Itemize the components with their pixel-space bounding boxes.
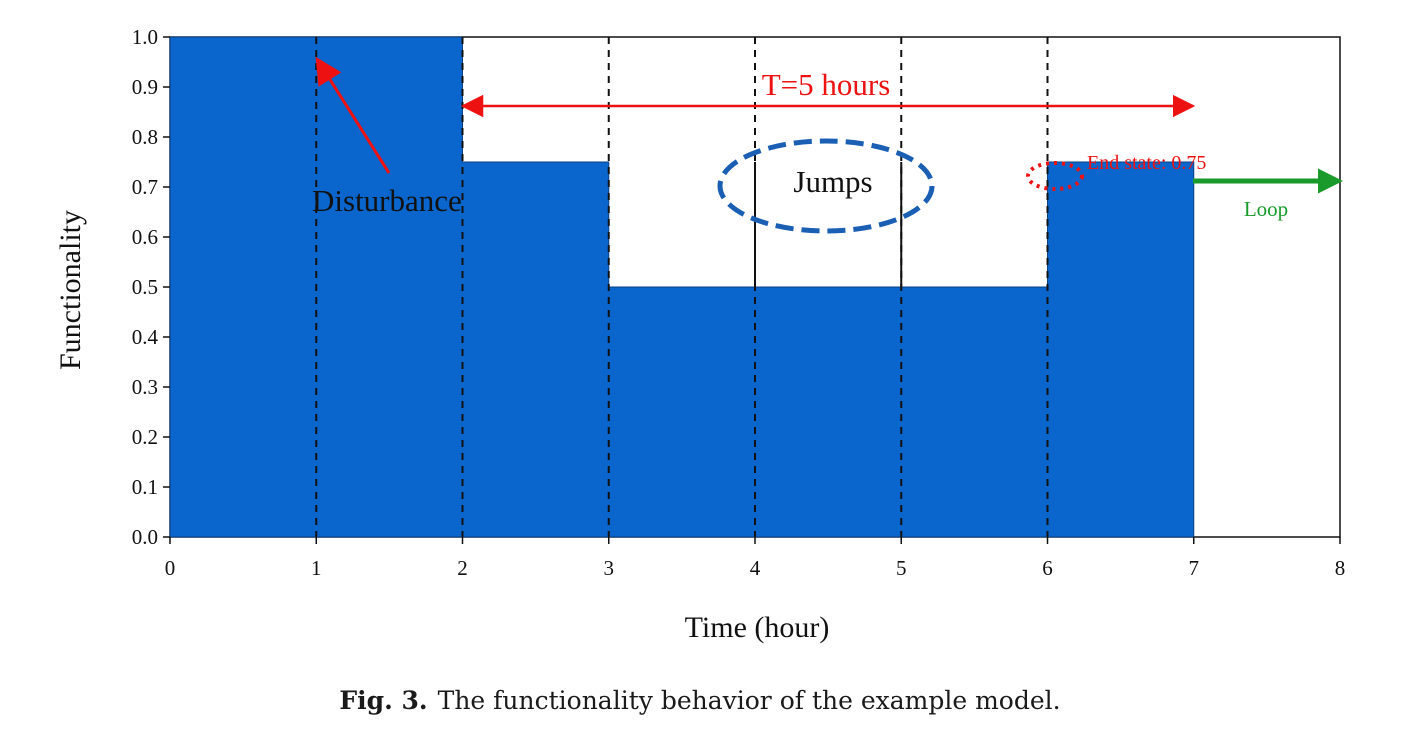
jumps-ellipse: [717, 138, 935, 234]
figure-caption: Fig. 3. The functionality behavior of the…: [0, 686, 1400, 715]
y-tick-label: 0.8: [132, 125, 158, 149]
jumps-label: Jumps: [793, 164, 872, 199]
y-tick-label: 0.9: [132, 75, 158, 99]
x-tick-label: 2: [457, 556, 468, 580]
y-axis-title: Functionality: [54, 210, 87, 370]
x-tick-label: 4: [750, 556, 761, 580]
y-tick-label: 1.0: [132, 25, 158, 49]
x-tick-label: 3: [604, 556, 615, 580]
disturbance-arrow: [315, 56, 391, 174]
y-tick-label: 0.3: [132, 375, 158, 399]
end-state-label: End state: 0.75: [1087, 152, 1206, 174]
x-tick-label: 5: [896, 556, 907, 580]
y-tick-label: 0.6: [132, 225, 158, 249]
x-axis-title: Time (hour): [685, 611, 830, 644]
y-tick-label: 0.1: [132, 475, 158, 499]
x-tick-label: 8: [1335, 556, 1346, 580]
y-tick-label: 0.4: [132, 325, 159, 349]
end-state-marker: [1026, 161, 1084, 191]
x-tick-label: 0: [165, 556, 176, 580]
x-tick-label: 7: [1189, 556, 1200, 580]
x-tick-label: 6: [1042, 556, 1053, 580]
functionality-chart: 0.0 0.1 0.2 0.3 0.4 0.5 0.6 0.7 0.8 0.9 1.0 0 1 2 3 4 5…: [54, 25, 1346, 644]
period-label: T=5 hours: [762, 67, 891, 102]
functionality-area: [169, 36, 1195, 538]
y-tick-label: 0.5: [132, 275, 158, 299]
x-tick-label: 1: [311, 556, 322, 580]
caption-text: The functionality behavior of the exampl…: [437, 686, 1061, 715]
disturbance-label: Disturbance: [312, 183, 462, 218]
y-tick-label: 0.0: [132, 525, 158, 549]
caption-label: Fig. 3.: [339, 686, 428, 715]
y-tick-label: 0.2: [132, 425, 158, 449]
y-tick-label: 0.7: [132, 175, 158, 199]
loop-label: Loop: [1244, 197, 1288, 221]
